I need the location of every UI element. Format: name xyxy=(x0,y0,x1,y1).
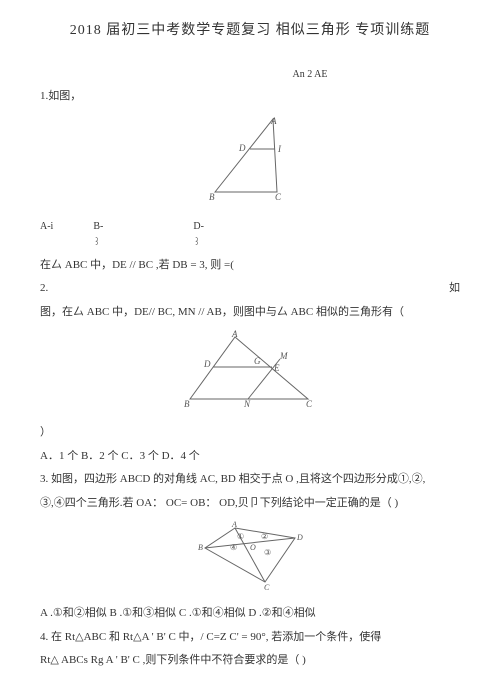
q4-line1: 4. 在 Rt△ABC 和 Rt△A ' B' C 中，/ C=Z C' = 9… xyxy=(40,629,460,647)
fig1-label-I: I xyxy=(277,144,282,154)
fig2-A: A xyxy=(231,329,238,339)
q2-right-char: 如 xyxy=(449,280,460,298)
fig1-label-D: D xyxy=(238,143,246,153)
fig2-M: M xyxy=(279,351,288,361)
fig3-n4: ④ xyxy=(230,543,237,552)
fig3-O: O xyxy=(250,543,256,552)
q3-line1: 3. 如图，四边形 ABCD 的对角线 AC, BD 相交于点 O ,且将这个四… xyxy=(40,471,460,489)
q2-prefix: 2. xyxy=(40,282,48,294)
q1-body: 在厶 ABC 中，DE // BC ,若 DB = 3, 则 =( xyxy=(40,257,460,275)
fig3-D: D xyxy=(296,533,303,542)
figure-3: A B C D O ① ② ③ ④ xyxy=(40,520,460,597)
q1-prefix: 1.如图， xyxy=(40,88,460,106)
q4-line2: Rt△ ABCs Rg A ' B' C ,则下列条件中不符合要求的是（ ) xyxy=(40,652,460,670)
fig3-n2: ② xyxy=(261,532,268,541)
fig2-C: C xyxy=(306,399,313,409)
page-title: 2018 届初三中考数学专题复习 相似三角形 专项训练题 xyxy=(40,20,460,42)
figure-2: A B C D E G M N xyxy=(40,329,460,416)
option-row: A-i B-꒱ D-꒱ xyxy=(40,219,460,251)
q3-options: A .①和②相似 B .①和③相似 C .①和④相似 D .②和④相似 xyxy=(40,605,460,623)
fig2-E: E xyxy=(273,363,280,373)
row-d: D-꒱ xyxy=(193,219,204,251)
fig3-n3: ③ xyxy=(264,548,271,557)
q2-body: 图，在厶 ABC 中，DE// BC, MN // AB，则图中与厶 ABC 相… xyxy=(40,304,460,322)
fig3-n1: ① xyxy=(237,532,244,541)
fig3-A: A xyxy=(231,520,237,529)
top-right-label: An 2 AE xyxy=(160,67,460,83)
fig1-label-C: C xyxy=(275,192,282,202)
q3-line2: ③,④四个三角形.若 OA： OC= OB： OD,贝卩下列结论中一定正确的是（… xyxy=(40,495,460,513)
figure-1: A B C D I xyxy=(40,114,460,211)
row-b: B-꒱ xyxy=(93,219,103,251)
fig2-D: D xyxy=(203,359,211,369)
fig2-G: G xyxy=(254,356,261,366)
fig2-N: N xyxy=(243,399,251,409)
close-paren-2: ） xyxy=(40,424,460,442)
fig3-B: B xyxy=(198,543,203,552)
fig3-C: C xyxy=(264,583,270,590)
row-a: A-i xyxy=(40,219,53,251)
q2-options: A．1 个 B．2 个 C．3 个 D．4 个 xyxy=(40,448,460,466)
fig1-label-A: A xyxy=(270,116,277,126)
fig1-label-B: B xyxy=(209,192,215,202)
fig2-B: B xyxy=(184,399,190,409)
